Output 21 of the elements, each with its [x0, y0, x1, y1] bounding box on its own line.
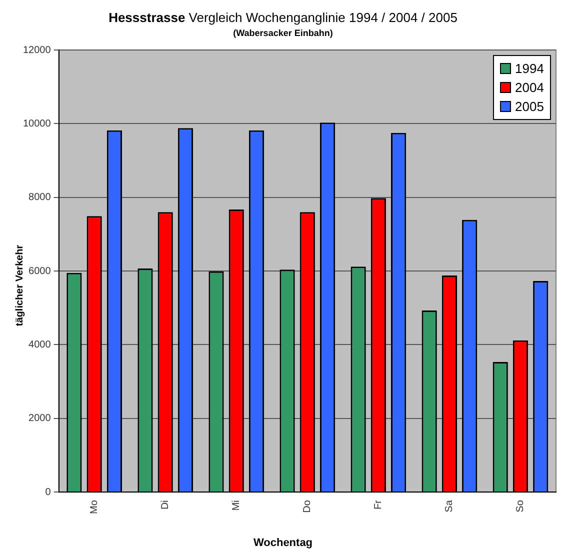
y-axis-title: täglicher Verkehr: [14, 244, 26, 328]
chart-title: Hessstrasse Vergleich Wochenganglinie 1994 / 2004 / 2005: [108, 10, 458, 25]
x-tick-label: Fr: [373, 499, 384, 510]
x-tick-label: Di: [160, 500, 172, 510]
y-tick-label: 0: [45, 486, 52, 498]
y-tick-label: 4000: [28, 339, 52, 350]
x-tick-label: So: [515, 500, 526, 512]
y-tick-label: 8000: [28, 192, 52, 204]
x-axis-title: Wochentag: [252, 537, 314, 549]
y-tick-label: 2000: [28, 413, 52, 424]
y-tick-label: 10000: [22, 118, 52, 130]
x-tick-label: Do: [302, 500, 314, 513]
chart-subtitle: (Wabersacker Einbahn): [232, 28, 334, 38]
legend-label: 2005: [515, 98, 544, 116]
legend-label: 2004: [515, 79, 544, 97]
x-tick-label: Mi: [231, 500, 242, 511]
y-tick-label: 6000: [28, 266, 52, 277]
x-tick-label: Mo: [89, 500, 100, 514]
legend-label: 1994: [515, 60, 544, 78]
y-tick-label: 12000: [22, 44, 52, 56]
x-tick-label: Sa: [444, 500, 456, 512]
